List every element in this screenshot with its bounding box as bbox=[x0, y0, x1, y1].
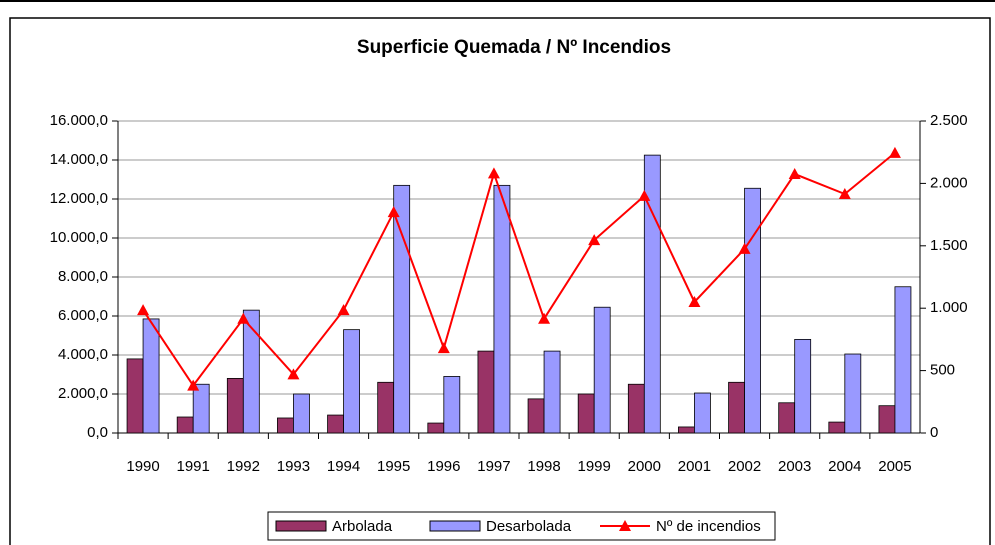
legend-marker bbox=[619, 520, 631, 531]
bar bbox=[226, 377, 244, 434]
y2-tick-label: 500 bbox=[930, 362, 955, 379]
legend bbox=[267, 511, 776, 541]
marker bbox=[888, 146, 901, 158]
bar bbox=[878, 405, 896, 434]
bar bbox=[894, 286, 912, 434]
marker bbox=[638, 189, 651, 201]
x-tick-label: 1996 bbox=[427, 458, 460, 475]
x-tick-label: 2003 bbox=[778, 458, 811, 475]
bar bbox=[443, 376, 461, 434]
bar bbox=[343, 329, 360, 434]
bar bbox=[477, 350, 495, 434]
x-tick-label: 2004 bbox=[828, 458, 861, 475]
x-tick-label: 1994 bbox=[327, 458, 360, 475]
x-tick-label: 1998 bbox=[527, 458, 560, 475]
bar bbox=[427, 422, 445, 434]
bar bbox=[744, 187, 761, 434]
bar bbox=[627, 383, 645, 434]
line bbox=[142, 152, 896, 388]
marker bbox=[588, 234, 601, 246]
x-tick-label: 1997 bbox=[477, 458, 510, 475]
x-tick-label: 2002 bbox=[728, 458, 761, 475]
y-tick-label: 2.000,0 bbox=[58, 385, 108, 402]
y-tick-label: 10.000,0 bbox=[50, 229, 108, 246]
bar bbox=[828, 421, 846, 434]
marker bbox=[538, 312, 551, 324]
x-tick-label: 1991 bbox=[177, 458, 210, 475]
bar bbox=[176, 416, 194, 434]
legend-swatch bbox=[429, 520, 481, 532]
marker bbox=[387, 206, 400, 218]
y2-tick-label: 0 bbox=[930, 424, 938, 441]
x-tick-label: 1999 bbox=[578, 458, 611, 475]
y-tick-label: 16.000,0 bbox=[50, 112, 108, 129]
y2-tick-label: 1.000 bbox=[930, 299, 968, 316]
bar bbox=[778, 402, 796, 434]
x-tick-label: 1993 bbox=[277, 458, 310, 475]
y-tick-label: 4.000,0 bbox=[58, 346, 108, 363]
x-tick-label: 1990 bbox=[126, 458, 159, 475]
y-tick-label: 8.000,0 bbox=[58, 268, 108, 285]
x-tick-label: 2000 bbox=[628, 458, 661, 475]
marker bbox=[487, 167, 500, 179]
marker bbox=[137, 304, 150, 316]
marker bbox=[437, 342, 450, 354]
y-tick-label: 14.000,0 bbox=[50, 151, 108, 168]
bar bbox=[543, 350, 561, 434]
legend-label: Desarbolada bbox=[486, 518, 572, 535]
legend-label: Arbolada bbox=[332, 518, 393, 535]
x-tick-label: 1992 bbox=[227, 458, 260, 475]
x-tick-label: 2001 bbox=[678, 458, 711, 475]
x-tick-label: 2005 bbox=[878, 458, 911, 475]
chart-title: Superficie Quemada / Nº Incendios bbox=[357, 37, 671, 58]
bar bbox=[694, 392, 711, 434]
bar bbox=[293, 393, 310, 434]
marker bbox=[688, 295, 701, 307]
bar bbox=[377, 381, 395, 434]
bar bbox=[192, 383, 210, 434]
bar bbox=[142, 318, 160, 434]
bar bbox=[794, 338, 812, 434]
bar bbox=[527, 398, 545, 434]
marker bbox=[838, 188, 851, 200]
y-tick-label: 6.000,0 bbox=[58, 307, 108, 324]
bar bbox=[493, 184, 511, 434]
y-tick-label: 12.000,0 bbox=[50, 190, 108, 207]
y2-tick-label: 2.500 bbox=[930, 112, 968, 129]
bar bbox=[577, 393, 595, 434]
bar bbox=[327, 414, 344, 434]
bar bbox=[126, 358, 144, 434]
bar bbox=[242, 309, 260, 434]
marker bbox=[738, 242, 751, 254]
marker bbox=[287, 368, 300, 380]
bar bbox=[728, 381, 745, 434]
bar bbox=[393, 184, 411, 434]
bar bbox=[593, 306, 611, 434]
marker bbox=[337, 304, 350, 316]
bar bbox=[277, 417, 294, 434]
y2-tick-label: 2.000 bbox=[930, 174, 968, 191]
y2-tick-label: 1.500 bbox=[930, 237, 968, 254]
bar bbox=[643, 154, 661, 434]
bar bbox=[844, 353, 862, 434]
x-tick-label: 1995 bbox=[377, 458, 410, 475]
legend-swatch bbox=[275, 520, 327, 532]
marker bbox=[788, 168, 801, 180]
marker bbox=[187, 379, 200, 391]
marker bbox=[237, 312, 250, 324]
y-tick-label: 0,0 bbox=[87, 424, 108, 441]
legend-label: Nº de incendios bbox=[656, 518, 761, 535]
bar bbox=[678, 426, 695, 434]
